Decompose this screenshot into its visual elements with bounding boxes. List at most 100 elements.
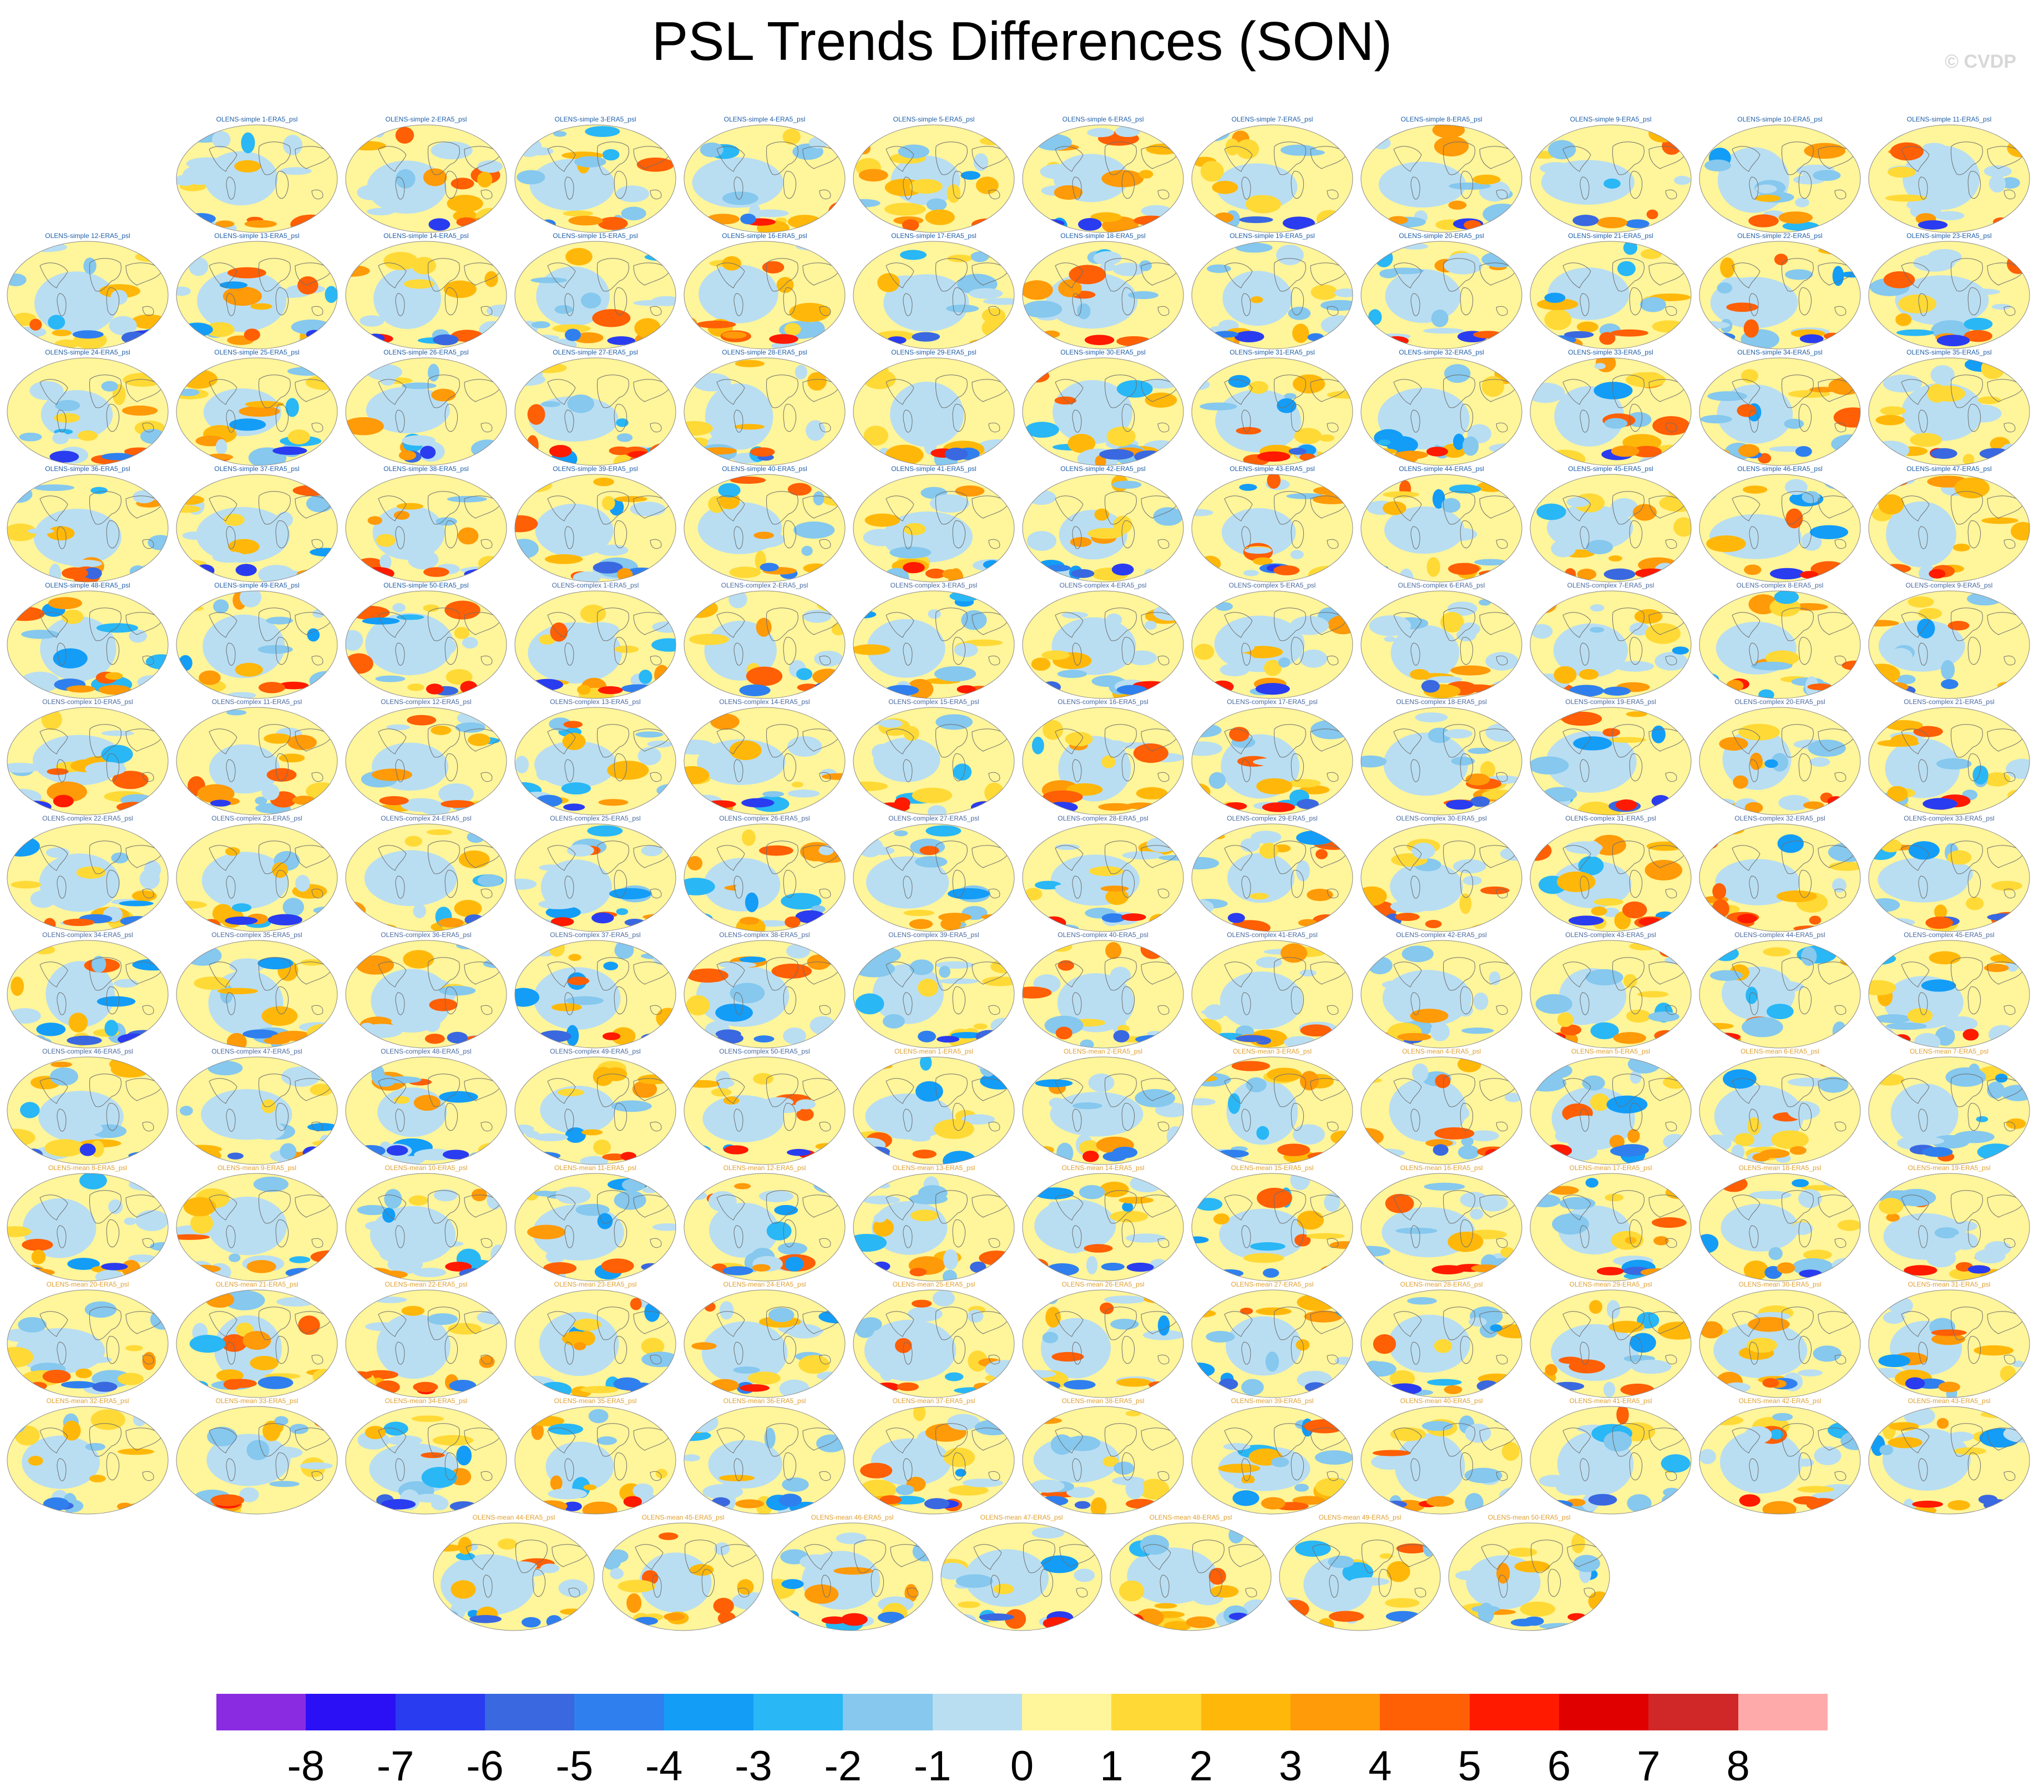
map-panel: OLENS-mean 25-ERA5_psl [853,1280,1015,1400]
map-panel: OLENS-complex 22-ERA5_psl [7,814,169,934]
globe-map [514,241,676,350]
colorbar-tick-label: -2 [824,1743,862,1790]
map-panel: OLENS-mean 42-ERA5_psl [1699,1397,1861,1516]
panel-title: OLENS-mean 27-ERA5_psl [1231,1280,1314,1288]
map-panel: OLENS-simple 18-ERA5_psl [1022,232,1184,351]
globe-map [853,940,1015,1049]
map-panel: OLENS-complex 8-ERA5_psl [1699,581,1861,701]
map-panel: OLENS-mean 31-ERA5_psl [1868,1280,2030,1400]
colorbar-tick-label: 5 [1458,1743,1481,1790]
map-panel: OLENS-mean 44-ERA5_psl [433,1513,595,1633]
globe-map [345,707,507,816]
panel-title: OLENS-complex 36-ERA5_psl [381,931,472,939]
figure-title: PSL Trends Differences (SON) [651,11,1393,72]
map-panel: OLENS-mean 17-ERA5_psl [1530,1164,1692,1283]
map-panel: OLENS-complex 34-ERA5_psl [7,931,169,1050]
map-panel: OLENS-complex 10-ERA5_psl [7,698,169,817]
globe-map [176,357,338,466]
map-panel: OLENS-complex 11-ERA5_psl [176,698,338,817]
panel-title: OLENS-simple 27-ERA5_psl [553,348,638,356]
colorbar-swatch [395,1694,485,1730]
globe-map [1360,940,1522,1049]
panel-title: OLENS-mean 23-ERA5_psl [554,1280,637,1288]
globe-map [684,823,846,932]
map-panel: OLENS-complex 30-ERA5_psl [1360,814,1522,934]
panel-title: OLENS-simple 1-ERA5_psl [216,115,298,123]
map-panel: OLENS-complex 31-ERA5_psl [1530,814,1692,934]
colorbar-swatch [1559,1694,1649,1730]
globe-map [1022,1056,1184,1165]
panel-title: OLENS-simple 6-ERA5_psl [1062,115,1144,123]
colorbar [216,1694,1828,1730]
globe-map [684,1056,846,1165]
map-panel: OLENS-simple 49-ERA5_psl [176,581,338,701]
globe-map [1360,1289,1522,1398]
panel-title: OLENS-simple 46-ERA5_psl [1737,465,1823,473]
globe-map [514,1056,676,1165]
globe-map [7,1406,169,1515]
panel-title: OLENS-mean 31-ERA5_psl [1908,1280,1991,1288]
map-panel: OLENS-complex 20-ERA5_psl [1699,698,1861,817]
globe-map [684,1289,846,1398]
map-panel-grid: OLENS-simple 1-ERA5_psl OLENS-simple 2-ER… [7,115,2030,1633]
map-panel: OLENS-mean 29-ERA5_psl [1530,1280,1692,1400]
globe-map [514,1289,676,1398]
panel-title: OLENS-simple 47-ERA5_psl [1906,465,1992,473]
map-panel: OLENS-mean 24-ERA5_psl [684,1280,846,1400]
panel-title: OLENS-simple 44-ERA5_psl [1399,465,1484,473]
panel-title: OLENS-mean 47-ERA5_psl [980,1513,1063,1521]
map-panel: OLENS-complex 43-ERA5_psl [1530,931,1692,1050]
panel-title: OLENS-simple 13-ERA5_psl [214,232,300,240]
map-panel: OLENS-simple 26-ERA5_psl [345,348,507,468]
globe-map [1868,940,2030,1049]
globe-map [7,357,169,466]
colorbar-swatch [1469,1694,1560,1730]
map-panel: OLENS-simple 17-ERA5_psl [853,232,1015,351]
map-panel: OLENS-simple 47-ERA5_psl [1868,465,2030,584]
panel-title: OLENS-complex 21-ERA5_psl [1904,698,1995,706]
panel-title: OLENS-simple 49-ERA5_psl [214,581,300,589]
globe-map [7,1173,169,1282]
panel-title: OLENS-simple 30-ERA5_psl [1060,348,1146,356]
panel-title: OLENS-complex 13-ERA5_psl [550,698,641,706]
globe-map [1360,823,1522,932]
globe-map [1191,940,1353,1049]
colorbar-swatch [1738,1694,1828,1730]
map-panel: OLENS-complex 28-ERA5_psl [1022,814,1184,934]
map-panel: OLENS-simple 46-ERA5_psl [1699,465,1861,584]
panel-title: OLENS-simple 34-ERA5_psl [1737,348,1823,356]
globe-map [176,124,338,233]
map-panel: OLENS-simple 44-ERA5_psl [1360,465,1522,584]
panel-title: OLENS-complex 10-ERA5_psl [42,698,133,706]
panel-title: OLENS-mean 36-ERA5_psl [723,1397,806,1405]
globe-map [684,707,846,816]
panel-title: OLENS-simple 43-ERA5_psl [1230,465,1315,473]
panel-title: OLENS-simple 3-ERA5_psl [554,115,636,123]
globe-map [1191,1173,1353,1282]
globe-map [7,590,169,699]
globe-map [1530,1056,1692,1165]
map-panel: OLENS-simple 1-ERA5_psl [176,115,338,235]
panel-title: OLENS-complex 18-ERA5_psl [1396,698,1487,706]
map-panel: OLENS-complex 46-ERA5_psl [7,1047,169,1167]
globe-map [1191,707,1353,816]
panel-title: OLENS-simple 31-ERA5_psl [1230,348,1315,356]
map-panel: OLENS-complex 6-ERA5_psl [1360,581,1522,701]
map-panel: OLENS-mean 13-ERA5_psl [853,1164,1015,1283]
panel-title: OLENS-mean 33-ERA5_psl [215,1397,298,1405]
panel-title: OLENS-simple 16-ERA5_psl [722,232,807,240]
map-panel: OLENS-simple 20-ERA5_psl [1360,232,1522,351]
globe-map [853,707,1015,816]
map-panel: OLENS-mean 5-ERA5_psl [1530,1047,1692,1167]
map-panel: OLENS-mean 12-ERA5_psl [684,1164,846,1283]
globe-map [514,590,676,699]
panel-title: OLENS-complex 41-ERA5_psl [1227,931,1318,939]
panel-title: OLENS-complex 7-ERA5_psl [1567,581,1655,589]
panel-title: OLENS-complex 14-ERA5_psl [719,698,810,706]
globe-map [1022,1173,1184,1282]
globe-map [7,1289,169,1398]
map-panel: OLENS-mean 21-ERA5_psl [176,1280,338,1400]
map-panel: OLENS-complex 19-ERA5_psl [1530,698,1692,817]
globe-map [1699,590,1861,699]
panel-title: OLENS-simple 7-ERA5_psl [1231,115,1313,123]
